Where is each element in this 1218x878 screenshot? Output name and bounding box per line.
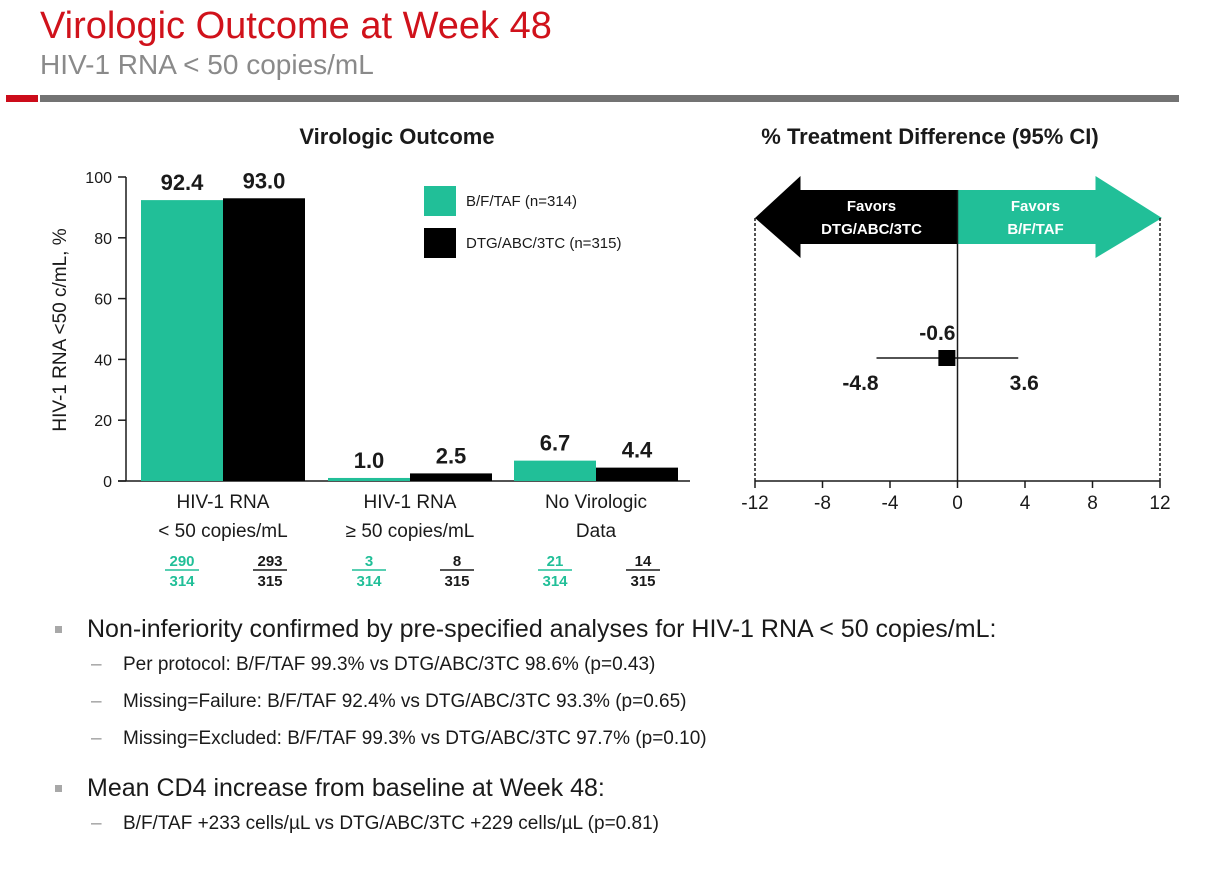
bar-value-label: 1.0 — [354, 448, 385, 473]
count-numerator: 21 — [547, 553, 564, 570]
y-tick-label: 60 — [94, 292, 112, 309]
x-category-label: No Virologic — [545, 492, 647, 513]
slide-subtitle: HIV-1 RNA < 50 copies/mL — [40, 49, 374, 80]
count-numerator: 293 — [257, 553, 282, 570]
favors-left-arrow — [755, 176, 958, 258]
legend: B/F/TAF (n=314) DTG/ABC/3TC (n=315) — [424, 186, 621, 258]
bar — [141, 200, 223, 481]
bar-value-label: 2.5 — [436, 443, 467, 468]
bar-value-label: 4.4 — [622, 438, 653, 463]
x-category-label: HIV-1 RNA — [177, 492, 270, 513]
forest-x-tick-label: -8 — [814, 493, 831, 514]
forest-x-tick-label: 0 — [952, 493, 963, 514]
forest-body: Favors DTG/ABC/3TC Favors B/F/TAF -12 -8 -4 0 4 8… — [741, 176, 1171, 514]
sub-bullet-text: Missing=Excluded: B/F/TAF 99.3% vs DTG/A… — [123, 728, 707, 749]
dash-marker: – — [91, 728, 102, 749]
count-numerator: 14 — [635, 553, 652, 570]
count-fractions: 290 314 293 315 3 314 8 315 21 314 14 315 — [165, 553, 660, 590]
ci-upper-label: 3.6 — [1010, 372, 1039, 395]
count-denominator: 314 — [356, 573, 382, 590]
bar — [514, 460, 596, 481]
bullet-item: Non-inferiority confirmed by pre-specifi… — [55, 612, 1205, 646]
forest-x-tick-label: -12 — [741, 493, 768, 514]
sub-bullet-item: – B/F/TAF +233 cells/µL vs DTG/ABC/3TC +2… — [55, 805, 1205, 842]
x-category-label: < 50 copies/mL — [158, 521, 287, 542]
y-tick-label: 80 — [94, 231, 112, 248]
bar-chart-title: Virologic Outcome — [299, 124, 494, 149]
bar — [328, 477, 410, 481]
x-category-labels: HIV-1 RNA < 50 copies/mL HIV-1 RNA ≥ 50 cop… — [158, 492, 647, 542]
bullet-list: Non-inferiority confirmed by pre-specifi… — [55, 612, 1205, 842]
forest-x-tick-label: 12 — [1149, 493, 1170, 514]
legend-swatch — [424, 228, 456, 258]
charts-canvas: Virologic Outcome HIV-1 RNA <50 c/mL, % … — [50, 124, 1171, 590]
forest-title: % Treatment Difference (95% CI) — [761, 124, 1098, 149]
forest-x-tick-label: 4 — [1020, 493, 1031, 514]
count-denominator: 315 — [444, 573, 469, 590]
favors-left-label: Favors — [847, 198, 896, 215]
y-tick-label: 40 — [94, 352, 112, 369]
count-numerator: 290 — [169, 553, 194, 570]
ci-lower-label: -4.8 — [842, 372, 879, 395]
bar-value-label: 6.7 — [540, 431, 571, 456]
bar — [596, 467, 678, 481]
slide-title: Virologic Outcome at Week 48 — [40, 5, 552, 47]
y-tick-label: 0 — [103, 474, 112, 491]
y-axis-label: HIV-1 RNA <50 c/mL, % — [50, 228, 71, 431]
sub-bullet-item: – Missing=Failure: B/F/TAF 92.4% vs DTG/A… — [55, 683, 1205, 720]
favors-right-arrow — [957, 176, 1162, 258]
bar — [410, 473, 492, 481]
favors-right-label: Favors — [1011, 198, 1060, 215]
forest-x-tick-label: -4 — [882, 493, 899, 514]
count-numerator: 3 — [365, 553, 373, 570]
title-rule — [40, 95, 1179, 102]
count-denominator: 315 — [630, 573, 655, 590]
forest-x-tick-label: 8 — [1087, 493, 1098, 514]
y-tick-label: 100 — [85, 170, 112, 187]
legend-label: B/F/TAF (n=314) — [466, 193, 577, 210]
sub-bullet-text: Missing=Failure: B/F/TAF 92.4% vs DTG/AB… — [123, 691, 687, 712]
favors-right-label: B/F/TAF — [1007, 221, 1063, 238]
legend-swatch — [424, 186, 456, 216]
bar-chart: Virologic Outcome HIV-1 RNA <50 c/mL, % … — [50, 124, 690, 590]
bar — [223, 198, 305, 481]
bars: 92.4 93.0 1.0 2.5 6.7 4.4 — [141, 168, 678, 481]
sub-bullet-text: B/F/TAF +233 cells/µL vs DTG/ABC/3TC +22… — [123, 813, 659, 834]
title-rule-accent — [6, 95, 38, 102]
count-numerator: 8 — [453, 553, 461, 570]
y-tick-label: 20 — [94, 413, 112, 430]
legend-label: DTG/ABC/3TC (n=315) — [466, 235, 621, 252]
forest-plot: % Treatment Difference (95% CI) Favors DT… — [741, 124, 1170, 514]
sub-bullet-text: Per protocol: B/F/TAF 99.3% vs DTG/ABC/3… — [123, 654, 656, 675]
bar-value-label: 93.0 — [243, 168, 286, 193]
bullet-item: Mean CD4 increase from baseline at Week … — [55, 771, 1205, 805]
dash-marker: – — [91, 654, 102, 675]
x-category-label: HIV-1 RNA — [364, 492, 457, 513]
sub-bullet-item: – Per protocol: B/F/TAF 99.3% vs DTG/ABC/… — [55, 646, 1205, 683]
point-estimate-marker — [938, 350, 956, 366]
x-category-label: ≥ 50 copies/mL — [346, 521, 475, 542]
dash-marker: – — [91, 691, 102, 712]
count-denominator: 314 — [169, 573, 195, 590]
x-category-label: Data — [576, 521, 617, 542]
favors-left-label: DTG/ABC/3TC — [821, 221, 922, 238]
point-estimate-label: -0.6 — [919, 322, 955, 345]
bar-value-label: 92.4 — [161, 170, 205, 195]
count-denominator: 315 — [257, 573, 282, 590]
dash-marker: – — [91, 813, 102, 834]
sub-bullet-item: – Missing=Excluded: B/F/TAF 99.3% vs DTG/… — [55, 720, 1205, 757]
count-denominator: 314 — [542, 573, 568, 590]
